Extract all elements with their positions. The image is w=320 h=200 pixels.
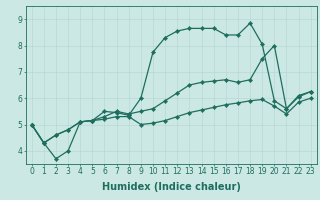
X-axis label: Humidex (Indice chaleur): Humidex (Indice chaleur) (102, 182, 241, 192)
